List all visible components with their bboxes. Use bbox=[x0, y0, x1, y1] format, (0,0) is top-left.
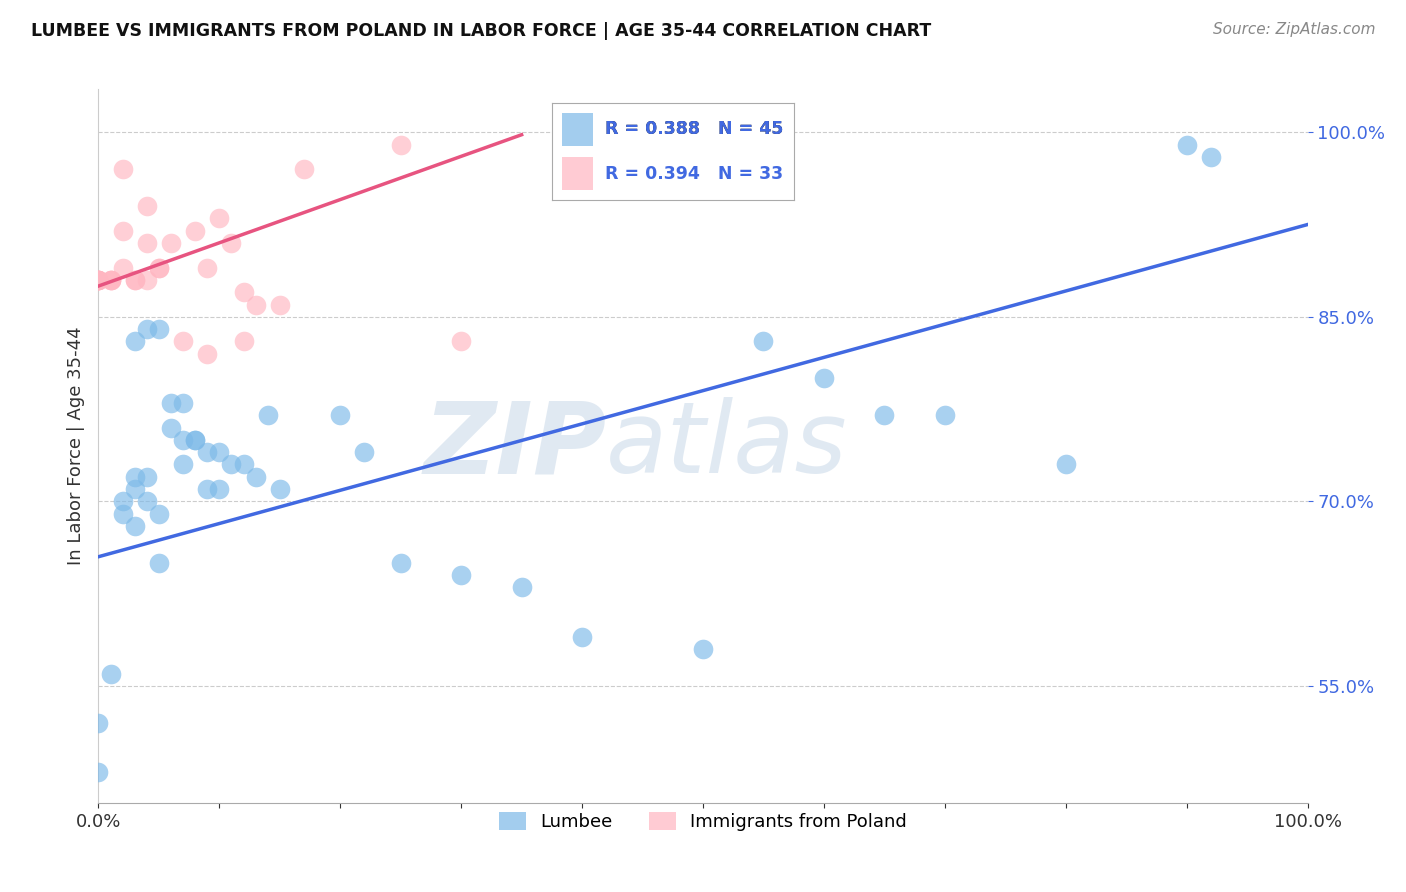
Y-axis label: In Labor Force | Age 35-44: In Labor Force | Age 35-44 bbox=[66, 326, 84, 566]
Point bbox=[160, 420, 183, 434]
Point bbox=[87, 273, 110, 287]
Point bbox=[124, 482, 146, 496]
Point bbox=[232, 458, 254, 472]
Text: atlas: atlas bbox=[606, 398, 848, 494]
Point bbox=[873, 409, 896, 423]
Point bbox=[148, 507, 170, 521]
Point bbox=[135, 322, 157, 336]
Point bbox=[208, 211, 231, 226]
Point bbox=[135, 273, 157, 287]
Point bbox=[87, 765, 110, 780]
Point bbox=[329, 409, 352, 423]
Point bbox=[1175, 137, 1198, 152]
Point bbox=[172, 396, 194, 410]
Point bbox=[87, 273, 110, 287]
Point bbox=[148, 556, 170, 570]
Point bbox=[195, 482, 218, 496]
Point bbox=[100, 273, 122, 287]
Point bbox=[208, 482, 231, 496]
Point bbox=[1054, 458, 1077, 472]
Point bbox=[269, 482, 291, 496]
Point bbox=[124, 469, 146, 483]
Point bbox=[208, 445, 231, 459]
Point bbox=[195, 445, 218, 459]
Point bbox=[87, 273, 110, 287]
Point bbox=[510, 581, 533, 595]
Point bbox=[135, 235, 157, 250]
Point bbox=[111, 507, 134, 521]
Point bbox=[124, 273, 146, 287]
Point bbox=[135, 494, 157, 508]
Point bbox=[353, 445, 375, 459]
Point bbox=[184, 433, 207, 447]
Point bbox=[232, 334, 254, 349]
Point bbox=[256, 409, 278, 423]
Point bbox=[172, 334, 194, 349]
Point bbox=[389, 556, 412, 570]
Text: Source: ZipAtlas.com: Source: ZipAtlas.com bbox=[1212, 22, 1375, 37]
Text: ZIP: ZIP bbox=[423, 398, 606, 494]
Point bbox=[87, 273, 110, 287]
Point bbox=[221, 458, 243, 472]
Point bbox=[148, 260, 170, 275]
Point bbox=[111, 224, 134, 238]
Point bbox=[100, 273, 122, 287]
Point bbox=[160, 235, 183, 250]
Point bbox=[100, 273, 122, 287]
Point bbox=[100, 666, 122, 681]
Point bbox=[389, 137, 412, 152]
Legend: Lumbee, Immigrants from Poland: Lumbee, Immigrants from Poland bbox=[489, 803, 917, 840]
Text: LUMBEE VS IMMIGRANTS FROM POLAND IN LABOR FORCE | AGE 35-44 CORRELATION CHART: LUMBEE VS IMMIGRANTS FROM POLAND IN LABO… bbox=[31, 22, 931, 40]
Point bbox=[292, 162, 315, 177]
Point bbox=[184, 224, 207, 238]
Point bbox=[87, 715, 110, 730]
Point bbox=[87, 273, 110, 287]
Point bbox=[269, 297, 291, 311]
Point bbox=[450, 568, 472, 582]
Point bbox=[245, 469, 267, 483]
Point bbox=[172, 433, 194, 447]
Point bbox=[124, 273, 146, 287]
Point bbox=[87, 273, 110, 287]
Point bbox=[450, 334, 472, 349]
Point bbox=[934, 409, 956, 423]
Point bbox=[135, 199, 157, 213]
Point bbox=[111, 260, 134, 275]
Point bbox=[135, 469, 157, 483]
Point bbox=[160, 396, 183, 410]
Point bbox=[184, 433, 207, 447]
Point bbox=[752, 334, 775, 349]
Point bbox=[148, 322, 170, 336]
Point bbox=[1199, 150, 1222, 164]
Point bbox=[571, 630, 593, 644]
Point bbox=[111, 494, 134, 508]
Point bbox=[813, 371, 835, 385]
Point bbox=[232, 285, 254, 300]
Point bbox=[148, 260, 170, 275]
Point bbox=[245, 297, 267, 311]
Point bbox=[111, 162, 134, 177]
Point bbox=[195, 260, 218, 275]
Point bbox=[195, 347, 218, 361]
Point bbox=[221, 235, 243, 250]
Point bbox=[172, 458, 194, 472]
Point bbox=[124, 519, 146, 533]
Point bbox=[692, 642, 714, 657]
Point bbox=[124, 334, 146, 349]
